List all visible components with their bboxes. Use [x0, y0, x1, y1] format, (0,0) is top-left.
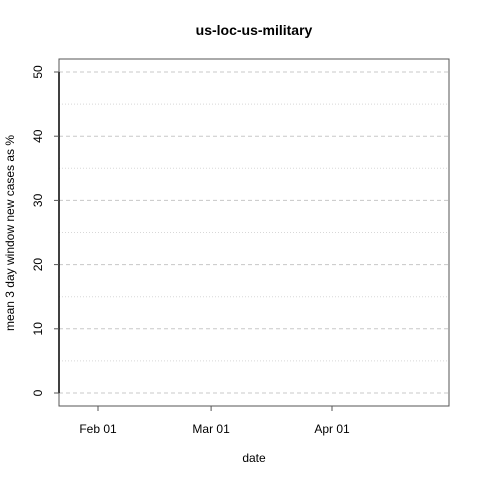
y-tick-label: 40	[31, 129, 45, 143]
x-tick-label: Apr 01	[314, 422, 350, 436]
x-tick-label: Feb 01	[79, 422, 117, 436]
x-axis: Feb 01 Mar 01 Apr 01	[79, 406, 350, 436]
chart-title: us-loc-us-military	[196, 22, 313, 38]
y-tick-label: 30	[31, 193, 45, 207]
y-axis: 0 10 20 30 40 50	[31, 65, 59, 396]
y-axis-label: mean 3 day window new cases as %	[3, 135, 17, 331]
x-axis-label: date	[242, 451, 266, 465]
grid-lines	[59, 71, 449, 394]
y-tick-label: 50	[31, 65, 45, 79]
y-tick-label: 20	[31, 258, 45, 272]
x-tick-label: Mar 01	[192, 422, 230, 436]
y-tick-label: 10	[31, 322, 45, 336]
y-tick-label: 0	[31, 389, 45, 396]
